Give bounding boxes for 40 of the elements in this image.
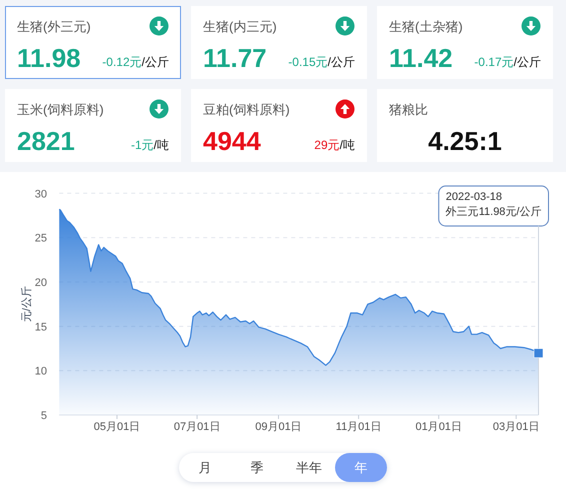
- x-tick-label: 11月01日: [336, 421, 382, 433]
- text: 半年: [296, 460, 322, 475]
- text: /公斤: [514, 55, 541, 69]
- y-tick-label: 30: [34, 188, 47, 200]
- text: 2821: [17, 126, 75, 156]
- text: 年: [354, 460, 368, 475]
- x-tick-label: 05月01日: [94, 421, 140, 433]
- text: 生猪(外三元): [17, 19, 91, 34]
- y-tick-label: 10: [34, 366, 47, 378]
- x-tick-label: 09月01日: [255, 421, 302, 433]
- text: 豆粕(饲料原料): [203, 102, 290, 117]
- text: 11.77: [203, 43, 267, 73]
- data-label: -1元: [130, 138, 154, 152]
- y-axis-title: 元/公斤: [20, 286, 33, 322]
- text: /公斤: [328, 55, 355, 69]
- data-label: -0.15元: [288, 55, 328, 69]
- text: 生猪(内三元): [203, 19, 277, 34]
- data-label: -0.17元: [474, 55, 514, 69]
- text: 11.98: [17, 43, 81, 73]
- text: /吨: [154, 138, 169, 152]
- text: 生猪(土杂猪): [389, 19, 463, 34]
- data-label: -0.12元: [102, 55, 142, 69]
- text: 4944: [203, 126, 262, 156]
- text: 猪粮比: [389, 102, 428, 117]
- text: 季: [250, 460, 264, 475]
- x-tick-label: 03月01日: [492, 421, 540, 433]
- text: 月: [198, 460, 212, 475]
- y-tick-label: 5: [40, 410, 47, 422]
- text: /吨: [340, 138, 355, 152]
- text: 11.42: [389, 43, 453, 73]
- y-tick-label: 25: [34, 232, 47, 245]
- text: 玉米(饲料原料): [17, 102, 104, 117]
- x-tick-label: 01月01日: [415, 421, 462, 433]
- text: 4.25:1: [428, 126, 502, 156]
- text: /公斤: [142, 55, 169, 69]
- annotation: 2022-03-18 外三元11.98元/公斤: [446, 191, 542, 218]
- y-tick-label: 20: [34, 276, 47, 289]
- data-label: 29元: [314, 138, 340, 152]
- x-tick-label: 07月01日: [174, 421, 220, 433]
- y-tick-label: 15: [34, 321, 47, 334]
